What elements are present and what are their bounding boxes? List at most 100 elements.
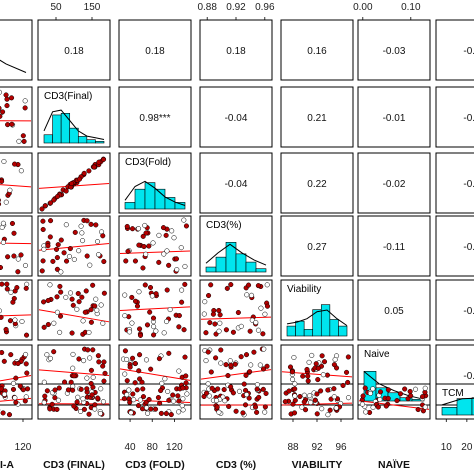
data-point [218,347,224,353]
data-point [129,294,135,300]
data-point [315,377,321,383]
diagonal-variable-label: TCM [442,388,464,399]
fit-line [119,306,191,312]
data-point [402,386,408,392]
panel-6-1 [37,383,111,420]
data-point [156,259,162,265]
data-point [122,292,128,298]
data-point [291,410,298,416]
data-point [23,351,29,358]
data-point [143,357,150,363]
data-point [136,289,142,295]
data-point [315,365,321,371]
data-point [183,380,189,386]
data-point [66,253,72,259]
panel-3-3 [199,215,273,277]
correlation-label: 0.22 [307,179,327,190]
correlation-label: 0.16 [307,46,327,57]
panel-6-2 [118,383,192,420]
histogram-bar [134,188,146,210]
data-point [42,203,48,209]
data-point [124,356,130,362]
panel-0-0 [0,19,33,81]
data-point [5,122,11,128]
data-point [62,379,68,385]
data-point [0,202,2,207]
data-point [254,409,260,415]
data-point [152,406,159,412]
data-point [213,355,219,361]
data-point [21,138,27,144]
data-point [385,395,391,401]
data-point [47,406,53,412]
data-point [302,407,309,413]
data-point [47,355,54,361]
data-point [243,352,250,358]
data-point [141,243,147,250]
correlation-label: -0.2 [463,179,474,190]
data-point [129,226,136,232]
bottom-tick-label: 96 [335,442,347,453]
data-point [181,217,187,223]
histogram-bar [338,325,348,337]
data-point [233,408,239,414]
data-point [84,253,90,259]
data-point [52,395,58,401]
data-point [90,384,96,390]
data-point [158,410,164,416]
data-point [151,332,157,338]
data-point [54,309,60,315]
data-point [123,258,129,264]
bottom-tick-label: 80 [147,442,159,453]
data-point [122,313,128,319]
data-point [49,401,55,407]
data-point [80,238,86,244]
histogram-bar [225,242,237,273]
data-point [325,387,331,393]
data-point [71,403,77,409]
panel-6-3 [199,383,273,420]
histogram-bar [52,114,62,144]
data-point [10,386,17,392]
data-point [149,293,155,299]
data-point [74,399,80,405]
data-point [56,385,62,391]
data-point [291,354,297,361]
data-point [89,392,95,398]
panel-1-3 [199,86,273,148]
top-tick-label: 50 [50,2,62,13]
data-point [247,328,253,334]
data-point [95,353,101,359]
data-point [255,283,261,289]
data-point [144,322,151,328]
data-point [54,255,60,261]
data-point [345,379,351,385]
data-point [175,393,181,399]
data-point [11,230,17,236]
data-point [208,282,214,288]
data-point [100,233,106,239]
density-curve [124,180,186,206]
correlation-label: 0.98*** [139,113,170,124]
data-point [394,398,400,404]
data-point [161,251,167,257]
data-point [48,200,54,206]
data-point [207,320,213,326]
panel-2-6 [435,152,474,214]
data-point [129,320,135,326]
data-point [282,399,288,405]
density-curve [0,59,27,73]
data-point [375,404,381,410]
data-point [290,401,296,407]
panel-5-0 [0,344,33,406]
data-point [70,302,76,308]
data-point [134,387,140,393]
data-point [370,386,376,392]
panel-4-5 [357,279,431,341]
correlation-label: 0.27 [307,242,327,253]
data-point [69,296,75,302]
panel-1-4 [280,86,354,148]
data-point [44,388,50,394]
data-point [209,385,215,391]
panel-4-2 [118,279,192,341]
